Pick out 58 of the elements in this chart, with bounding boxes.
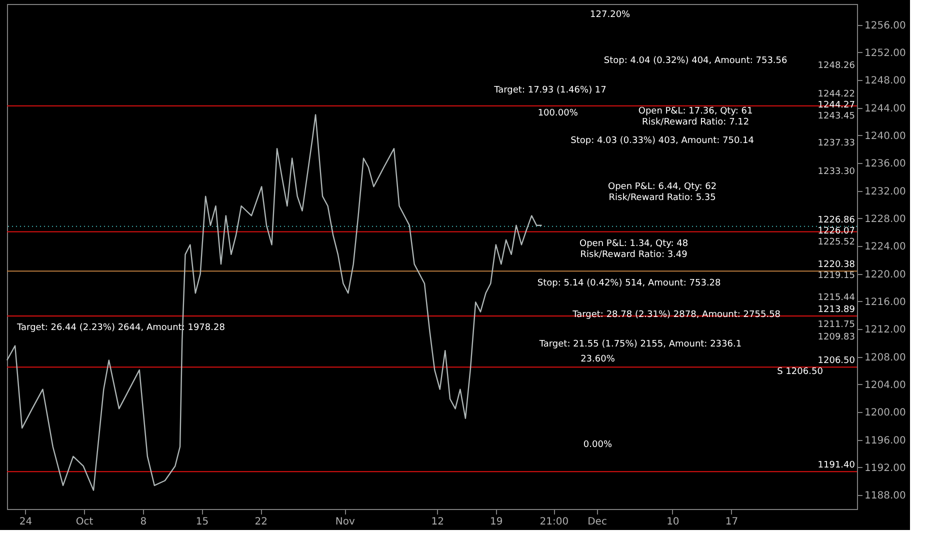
x-tick-label: Oct	[76, 516, 94, 528]
annotation: 1219.15	[818, 271, 855, 282]
annotation: 1211.75	[818, 320, 855, 330]
y-tick-label: 1188.00	[864, 490, 906, 502]
annotation: Stop: 5.14 (0.42%) 514, Amount: 753.28	[537, 278, 722, 289]
annotation: 1248.26	[818, 60, 856, 71]
ref-line-label: 1213.89	[818, 305, 856, 316]
y-tick-label: 1200.00	[864, 408, 906, 419]
x-tick-label: 8	[140, 516, 147, 528]
annotation: Stop: 4.04 (0.32%) 404, Amount: 753.56	[604, 56, 788, 66]
ref-line-label: 1206.50	[818, 356, 856, 366]
x-tick-label: 19	[490, 516, 503, 528]
y-tick-label: 1252.00	[864, 48, 906, 59]
x-tick-label: Dec	[588, 516, 607, 528]
annotation: S 1206.50	[777, 367, 824, 378]
annotation: 1243.45	[818, 111, 855, 122]
y-tick-label: 1232.00	[864, 186, 906, 198]
y-tick-label: 1256.00	[864, 20, 906, 32]
y-tick-label: 1192.00	[864, 462, 906, 474]
annotation: 1233.30	[818, 167, 856, 178]
y-tick-label: 1216.00	[864, 296, 906, 308]
annotation: 1215.44	[818, 293, 856, 304]
ref-line-label: 1220.38	[818, 260, 856, 270]
y-tick-label: 1212.00	[864, 324, 906, 336]
annotation: Open P&L: 6.44, Qty: 62 Risk/Reward Ratio: 5.35	[608, 182, 717, 204]
y-tick-label: 1240.00	[864, 130, 906, 142]
annotation: 1244.22	[818, 89, 855, 100]
y-tick-label: 1248.00	[864, 76, 906, 87]
y-tick-label: 1220.00	[864, 269, 906, 280]
annotation: 1237.33	[818, 138, 855, 149]
x-tick-label: 17	[725, 516, 738, 528]
annotation: 1225.52	[818, 237, 855, 248]
annotation: 23.60%	[580, 354, 616, 364]
annotation: 100.00%	[538, 108, 578, 118]
annotation: 1209.83	[818, 332, 855, 343]
annotation: Target: 17.93 (1.46%) 17	[493, 86, 606, 96]
annotation: Target: 21.55 (1.75%) 2155, Amount: 2336.1	[538, 340, 742, 350]
y-tick-label: 1228.00	[864, 214, 906, 225]
x-tick-label: 10	[666, 516, 680, 528]
x-tick-label: 24	[19, 516, 32, 528]
x-tick-label: Nov	[335, 516, 355, 528]
y-tick-label: 1204.00	[864, 380, 906, 391]
y-tick-label: 1224.00	[864, 242, 906, 253]
x-tick-label: 15	[196, 516, 209, 528]
x-tick-label: 12	[431, 516, 444, 528]
annotation: 0.00%	[583, 440, 612, 450]
x-tick-label: 22	[254, 516, 268, 528]
ref-line-label: 1226.86	[818, 215, 856, 226]
y-tick-label: 1236.00	[864, 158, 906, 170]
y-tick-label: 1244.00	[864, 103, 906, 114]
ref-line-label: 1191.40	[818, 460, 856, 471]
annotation: Open P&L: 17.36, Qty: 61 Risk/Reward Ratio: 7.12	[638, 106, 753, 128]
x-tick-label: 21:00	[540, 516, 569, 528]
y-tick-label: 1208.00	[864, 352, 906, 364]
annotation: Stop: 4.03 (0.33%) 403, Amount: 750.14	[570, 136, 754, 146]
annotation: Open P&L: 1.34, Qty: 48 Risk/Reward Ratio: 3.49	[579, 239, 688, 260]
annotation: 127.20%	[590, 10, 631, 20]
y-tick-label: 1196.00	[864, 435, 906, 446]
